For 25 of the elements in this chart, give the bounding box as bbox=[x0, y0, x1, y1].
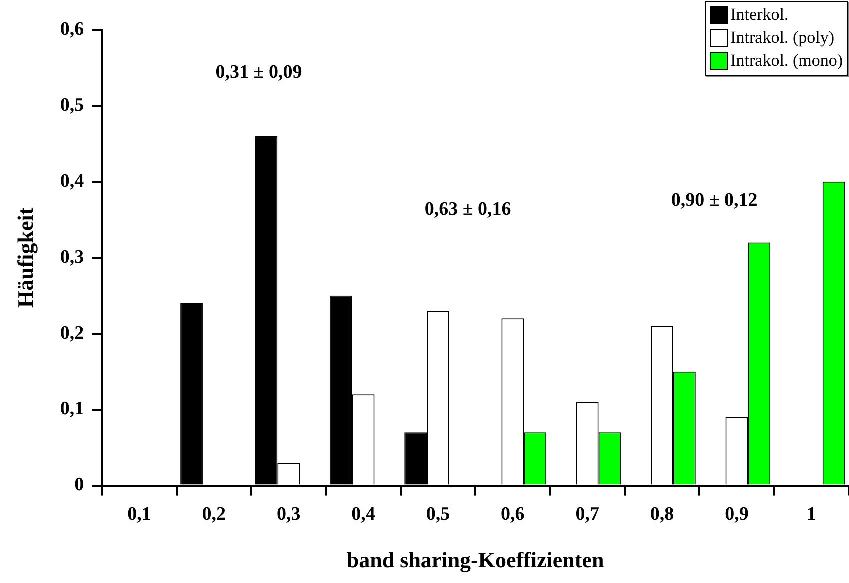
x-tick-label: 0,3 bbox=[276, 504, 301, 526]
legend-label: Interkol. bbox=[730, 4, 790, 26]
y-tick-label: 0,1 bbox=[60, 398, 84, 420]
y-tick-label: 0,6 bbox=[60, 18, 84, 40]
x-axis-title: band sharing-Koeffizienten bbox=[346, 547, 604, 572]
y-tick-label: 0 bbox=[74, 474, 84, 496]
y-tick-label: 0,3 bbox=[60, 246, 84, 268]
x-tick-label: 0,8 bbox=[650, 504, 674, 526]
x-tick-label: 1 bbox=[806, 504, 816, 526]
annotation: 0,31 ± 0,09 bbox=[216, 62, 302, 84]
y-tick-label: 0,5 bbox=[60, 94, 84, 116]
x-tick-label: 0,6 bbox=[501, 504, 525, 526]
x-tick-label: 0,7 bbox=[576, 504, 600, 526]
x-tick-label: 0,9 bbox=[725, 504, 749, 526]
y-tick-label: 0,2 bbox=[60, 322, 84, 344]
annotation: 0,90 ± 0,12 bbox=[671, 190, 758, 212]
x-tick-label: 0,1 bbox=[128, 504, 152, 526]
y-tick-label: 0,4 bbox=[60, 170, 85, 192]
x-tick-label: 0,5 bbox=[426, 504, 450, 526]
legend-label: Intrakol. (mono) bbox=[730, 50, 843, 72]
x-tick-label: 0,4 bbox=[352, 504, 376, 526]
x-tick-label: 0,2 bbox=[202, 504, 226, 526]
y-axis-title: Häufigkeit bbox=[12, 207, 38, 308]
annotation: 0,63 ± 0,16 bbox=[424, 198, 512, 221]
legend-label: Intrakol. (poly) bbox=[730, 26, 836, 49]
